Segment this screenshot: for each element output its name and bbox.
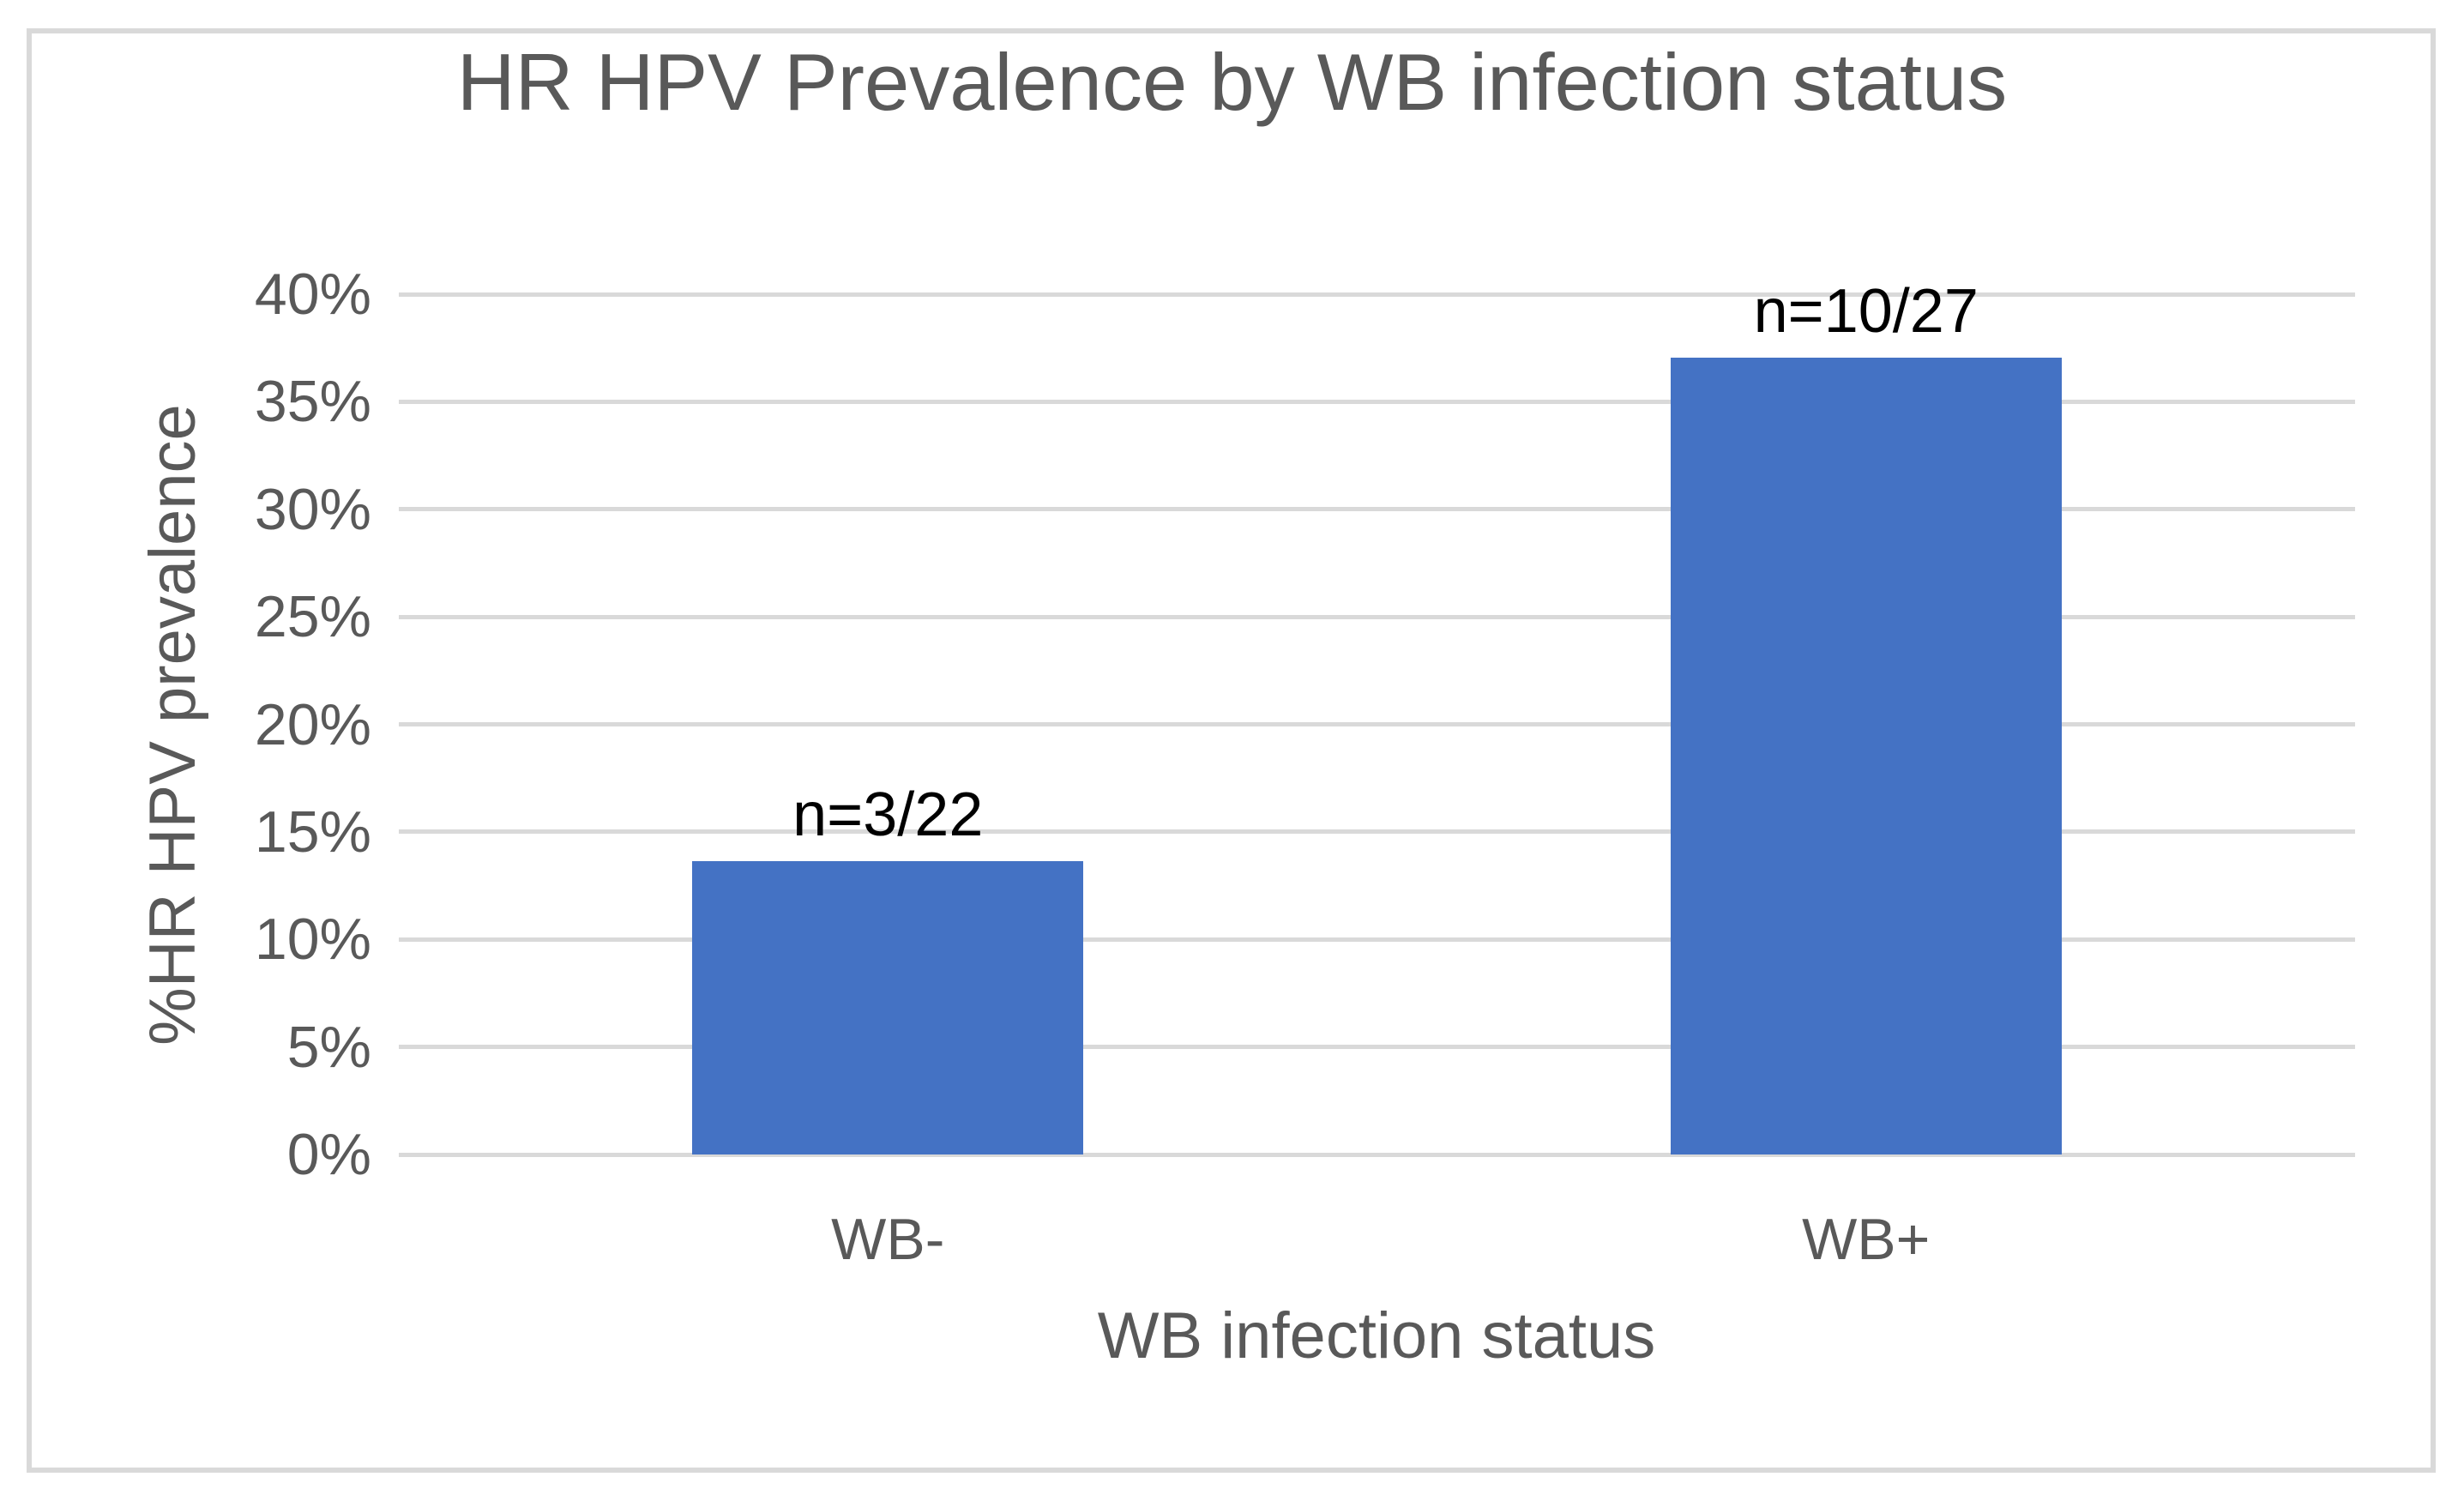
bar-WB- xyxy=(692,860,1084,1154)
category-label: WB+ xyxy=(1802,1207,1931,1272)
y-tick-label: 30% xyxy=(254,476,371,542)
gridline xyxy=(399,1045,2355,1050)
y-tick-label: 25% xyxy=(254,584,371,650)
gridline xyxy=(399,292,2355,297)
category-label: WB- xyxy=(831,1207,945,1272)
bar-value-label: n=10/27 xyxy=(1753,277,1979,347)
y-tick-label: 15% xyxy=(254,799,371,865)
gridline xyxy=(399,399,2355,404)
gridline xyxy=(399,1152,2355,1157)
y-tick-label: 35% xyxy=(254,369,371,435)
x-axis-title: WB infection status xyxy=(1097,1299,1656,1372)
bar-value-label: n=3/22 xyxy=(792,780,984,849)
gridline xyxy=(399,507,2355,512)
bar-WB+ xyxy=(1670,358,2062,1154)
y-tick-label: 40% xyxy=(254,262,371,327)
chart-border xyxy=(27,28,2436,1473)
chart-title: HR HPV Prevalence by WB infection status xyxy=(456,37,2008,127)
plot-area xyxy=(399,292,2355,1157)
y-tick-label: 0% xyxy=(286,1122,371,1187)
gridline xyxy=(399,829,2355,835)
gridline xyxy=(399,722,2355,726)
gridline xyxy=(399,937,2355,942)
gridline xyxy=(399,614,2355,619)
y-tick-label: 5% xyxy=(286,1014,371,1080)
y-tick-label: 10% xyxy=(254,907,371,973)
y-tick-label: 20% xyxy=(254,691,371,757)
